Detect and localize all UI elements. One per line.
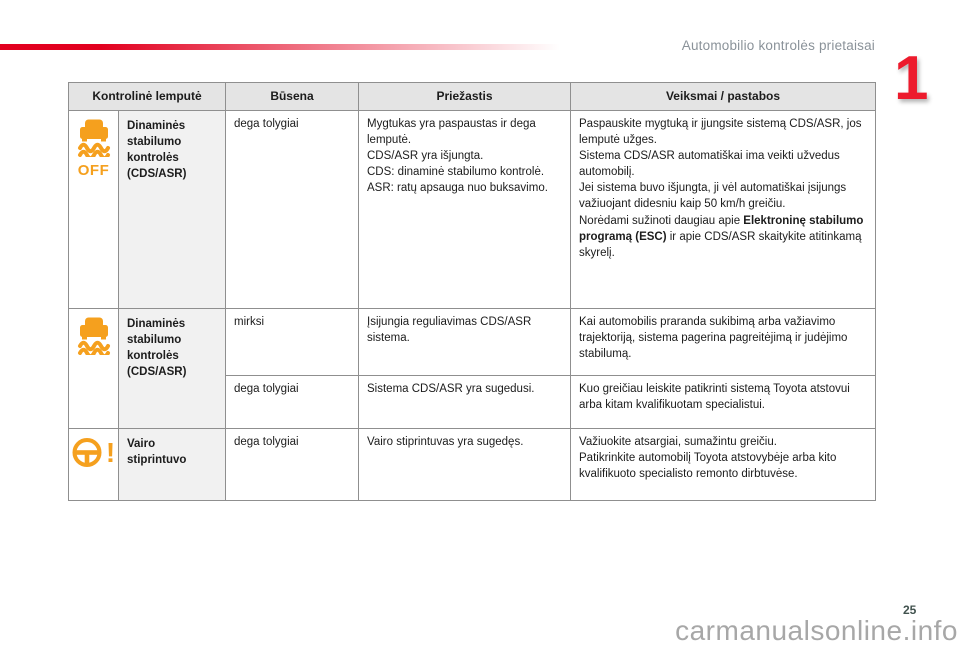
cell-veiksmai: Kai automobilis praranda sukibimą arba v… [570,308,876,376]
table-row: dega tolygiai Sistema CDS/ASR yra sugedu… [69,375,876,429]
warning-lights-table: Kontrolinė lemputė Būsena Priežastis Vei… [68,82,876,501]
cell-busena: mirksi [225,308,359,376]
esp-off-warning-icon: OFF [71,119,116,180]
table-header-row: Kontrolinė lemputė Būsena Priežastis Vei… [68,82,876,111]
esp-warning-icon [75,317,113,359]
table-row: ! Vairo stiprintuvo dega tolygiai Vairo … [68,428,876,501]
cell-lamp-icon [68,308,119,429]
cell-priezastis: Įsijungia reguliavimas CDS/ASR sistema. [358,308,571,376]
section-title: Automobilio kontrolės prietaisai [681,38,875,53]
col-header-priezastis: Priežastis [358,82,571,111]
cell-lamp-name: Dinaminės stabilumo kontrolės (CDS/ASR) [118,308,226,429]
col-header-veiksmai: Veiksmai / pastabos [570,82,876,111]
exclamation-mark: ! [105,436,116,468]
cell-lamp-icon: ! [68,428,119,501]
cell-lamp-icon: OFF [68,110,119,309]
cell-busena: dega tolygiai [225,110,359,309]
cell-lamp-name: Dinaminės stabilumo kontrolės (CDS/ASR) [118,110,226,309]
cell-veiksmai: Važiuokite atsargiai, sumažintu greičiu.… [570,428,876,501]
cell-priezastis: Mygtukas yra paspaustas ir dega lemputė.… [358,110,571,309]
chapter-number: 1 [894,44,929,113]
veiksmai-text: ir apie CDS/ASR skaitykite atitinkamą sk… [579,230,862,259]
cell-priezastis: Vairo stiprintuvas yra sugedęs. [358,428,571,501]
cell-busena: dega tolygiai [225,375,359,429]
page-number: 25 [903,603,917,617]
cell-veiksmai: Kuo greičiau leiskite patikrinti sistemą… [570,375,876,429]
cell-priezastis: Sistema CDS/ASR yra sugedusi. [358,375,571,429]
off-label: OFF [77,162,110,180]
col-header-kontroline-lempute: Kontrolinė lemputė [68,82,226,111]
veiksmai-bold-text: Elektroninę stabilumo programą (ESC) [579,214,864,243]
cell-busena: dega tolygiai [225,428,359,501]
watermark-text: carmanualsonline.info [675,615,958,646]
cell-veiksmai: Paspauskite mygtuką ir įjungsite sistemą… [570,110,876,309]
accent-gradient-bar [0,44,560,50]
power-steering-warning-icon: ! [72,437,115,468]
table-row: OFF Dinaminės stabilumo kontrolės (CDS/A… [68,110,876,309]
cell-lamp-name: Vairo stiprintuvo [118,428,226,501]
veiksmai-text: Paspauskite mygtuką ir įjungsite sistemą… [579,118,862,227]
col-header-busena: Būsena [225,82,359,111]
table-row: Dinaminės stabilumo kontrolės (CDS/ASR) … [68,308,876,429]
